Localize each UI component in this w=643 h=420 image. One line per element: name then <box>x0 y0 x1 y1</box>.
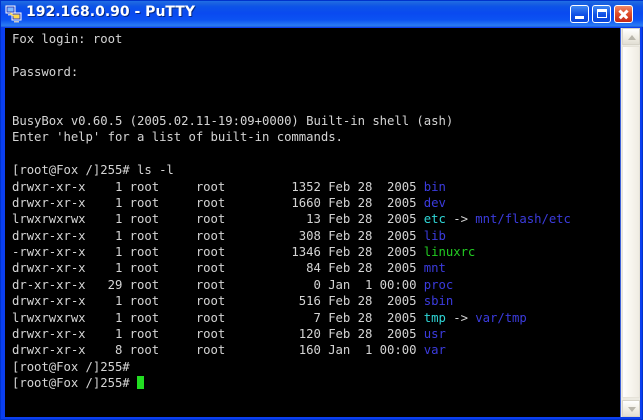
maximize-icon <box>597 9 607 18</box>
scroll-down-button[interactable] <box>622 400 640 417</box>
listing-row: -rwxr-xr-x 1 root root 1346 Feb 28 2005 … <box>12 245 476 260</box>
terminal-line <box>12 47 571 63</box>
scroll-up-arrow-icon <box>628 35 636 40</box>
listing-row: drwxr-xr-x 1 root root 84 Feb 28 2005 mn… <box>12 261 446 276</box>
close-button[interactable] <box>614 5 633 23</box>
minimize-icon <box>575 16 584 19</box>
terminal-area: Fox login: root Password: BusyBox v0.60.5 … <box>5 28 640 417</box>
scroll-up-button[interactable] <box>622 28 640 45</box>
listing-row: drwxr-xr-x 8 root root 160 Jan 1 00:00 v… <box>12 343 446 358</box>
terminal-text: Fox login: root Password: BusyBox v0.60.5 … <box>12 31 571 392</box>
listing-row: drwxr-xr-x 1 root root 516 Feb 28 2005 s… <box>12 294 454 309</box>
terminal-cursor <box>137 376 145 390</box>
terminal-screen[interactable]: Fox login: root Password: BusyBox v0.60.5 … <box>5 28 620 417</box>
minimize-button[interactable] <box>570 5 589 23</box>
listing-row: drwxr-xr-x 1 root root 120 Feb 28 2005 u… <box>12 327 446 342</box>
listing-row: lrwxrwxrwx 1 root root 7 Feb 28 2005 tmp… <box>12 310 527 325</box>
scroll-down-arrow-icon <box>628 407 636 412</box>
listing-row: drwxr-xr-x 1 root root 1352 Feb 28 2005 … <box>12 179 446 194</box>
terminal-scrollbar[interactable] <box>620 28 640 417</box>
terminal-line: [root@Fox /]255# ls -l <box>12 163 174 178</box>
shell-prompt: [root@Fox /]255# <box>12 359 138 374</box>
listing-row: drwxr-xr-x 1 root root 308 Feb 28 2005 l… <box>12 228 446 243</box>
terminal-line <box>12 146 571 162</box>
terminal-line: Fox login: root <box>12 32 123 46</box>
listing-row: lrwxrwxrwx 1 root root 13 Feb 28 2005 et… <box>12 212 571 227</box>
window-title: 192.168.0.90 - PuTTY <box>26 4 195 20</box>
maximize-button[interactable] <box>592 5 611 23</box>
putty-icon <box>5 5 22 23</box>
listing-row: dr-xr-xr-x 29 root root 0 Jan 1 00:00 pr… <box>12 277 454 292</box>
terminal-line <box>12 97 571 113</box>
terminal-line: Password: <box>12 64 79 79</box>
terminal-line: Enter 'help' for a list of built-in comm… <box>12 130 343 145</box>
window-titlebar[interactable]: 192.168.0.90 - PuTTY <box>1 1 643 27</box>
terminal-line: BusyBox v0.60.5 (2005.02.11-19:09+0000) … <box>12 113 454 128</box>
scrollbar-thumb[interactable] <box>622 46 640 398</box>
terminal-line <box>12 80 571 96</box>
listing-row: drwxr-xr-x 1 root root 1660 Feb 28 2005 … <box>12 195 446 210</box>
shell-prompt: [root@Fox /]255# <box>12 375 571 391</box>
